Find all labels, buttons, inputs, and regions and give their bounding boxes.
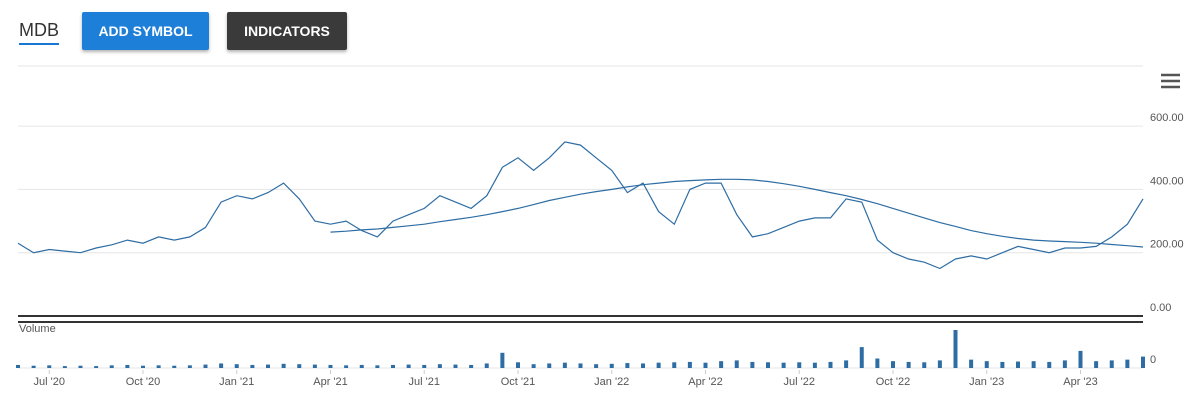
x-tick-label: Oct '21 xyxy=(501,376,536,388)
volume-bar xyxy=(1078,350,1083,368)
x-tick-label: Jul '22 xyxy=(784,376,815,388)
volume-bar xyxy=(1016,361,1020,368)
volume-bar xyxy=(812,362,817,368)
volume-bar xyxy=(625,363,630,368)
volume-bar xyxy=(969,359,974,368)
volume-bar xyxy=(78,365,83,368)
volume-bar xyxy=(391,364,395,368)
volume-bar xyxy=(1062,360,1067,368)
volume-bar xyxy=(250,364,255,368)
volume-bar xyxy=(266,364,270,368)
y-tick-label: 0.00 xyxy=(1150,302,1171,314)
volume-bar xyxy=(875,358,880,368)
volume-bar xyxy=(828,361,833,368)
volume-bar xyxy=(141,365,145,368)
volume-bar xyxy=(203,364,208,368)
volume-bar xyxy=(937,360,942,368)
volume-bar xyxy=(609,363,614,368)
volume-bar xyxy=(47,365,52,368)
x-tick-label: Oct '20 xyxy=(126,376,161,388)
volume-bar xyxy=(516,362,520,368)
volume-bar xyxy=(687,361,692,368)
volume-bar xyxy=(31,365,36,368)
x-tick-label: Jan '23 xyxy=(969,376,1004,388)
price-line xyxy=(330,178,1144,248)
symbol[interactable]: MDB xyxy=(19,20,59,45)
volume-bar xyxy=(844,360,849,368)
volume-bar xyxy=(1141,356,1145,368)
volume-bar xyxy=(672,362,677,368)
volume-bar xyxy=(547,363,552,368)
volume-bar xyxy=(578,363,583,368)
x-tick-label: Jul '21 xyxy=(409,376,440,388)
volume-bar xyxy=(594,364,599,368)
volume-bar xyxy=(375,365,380,368)
x-tick-label: Apr '23 xyxy=(1063,376,1098,388)
y-tick-label: 200.00 xyxy=(1150,239,1184,251)
x-tick-label: Apr '22 xyxy=(688,376,723,388)
volume-bar xyxy=(703,362,708,368)
volume-bar xyxy=(719,361,724,368)
volume-bar xyxy=(187,365,192,368)
volume-bar xyxy=(562,362,567,368)
volume-bar xyxy=(641,363,645,368)
volume-bar xyxy=(437,364,442,368)
volume-bar xyxy=(656,362,661,368)
y-tick-label: 600.00 xyxy=(1150,112,1184,124)
volume-bar xyxy=(797,362,802,368)
volume-bar xyxy=(359,364,364,368)
volume-bar xyxy=(172,365,177,368)
add-symbol-button[interactable]: ADD SYMBOL xyxy=(82,12,209,50)
volume-bar xyxy=(484,363,489,368)
menu-icon[interactable] xyxy=(1161,73,1180,89)
volume-bar xyxy=(891,361,895,368)
volume-bar xyxy=(953,330,958,368)
indicators-button[interactable]: INDICATORS xyxy=(227,12,347,50)
volume-bar xyxy=(62,366,67,368)
volume-bar xyxy=(984,361,989,368)
volume-bar xyxy=(531,364,536,368)
volume-bar xyxy=(281,363,286,368)
volume-bar xyxy=(109,365,114,368)
volume-bar xyxy=(1047,361,1052,368)
volume-title: Volume xyxy=(19,323,56,335)
volume-tick-label: 0 xyxy=(1150,354,1156,366)
volume-bar xyxy=(297,364,302,368)
x-tick-label: Jul '20 xyxy=(34,376,65,388)
volume-bar xyxy=(1031,361,1036,368)
volume-bar xyxy=(750,361,755,368)
volume-bar xyxy=(906,361,911,368)
volume-bar xyxy=(1000,361,1005,368)
volume-bar xyxy=(94,366,99,368)
volume-bar xyxy=(312,364,317,368)
volume-bar xyxy=(781,362,786,368)
x-tick-label: Jan '21 xyxy=(219,376,254,388)
volume-bar xyxy=(16,364,20,368)
volume-bar xyxy=(234,364,239,368)
volume-bar xyxy=(1125,359,1130,368)
x-tick-label: Jan '22 xyxy=(594,376,629,388)
volume-bar xyxy=(156,365,161,368)
x-tick-label: Oct '22 xyxy=(876,376,911,388)
price-line xyxy=(17,141,1144,270)
volume-bar xyxy=(219,363,224,368)
volume-bar xyxy=(125,364,130,368)
volume-bar xyxy=(406,364,411,368)
volume-bar xyxy=(500,352,505,368)
volume-bar xyxy=(469,364,474,368)
volume-bar xyxy=(766,362,770,368)
volume-bar xyxy=(328,364,333,368)
x-tick-label: Apr '21 xyxy=(313,376,348,388)
volume-bar xyxy=(344,365,349,368)
volume-bar xyxy=(859,347,864,368)
volume-bar xyxy=(734,360,739,368)
volume-bar xyxy=(922,362,927,368)
volume-bar xyxy=(422,364,427,368)
volume-bar xyxy=(1094,361,1099,368)
volume-bar xyxy=(453,364,458,368)
volume-bar xyxy=(1109,360,1114,368)
y-tick-label: 400.00 xyxy=(1150,175,1184,187)
